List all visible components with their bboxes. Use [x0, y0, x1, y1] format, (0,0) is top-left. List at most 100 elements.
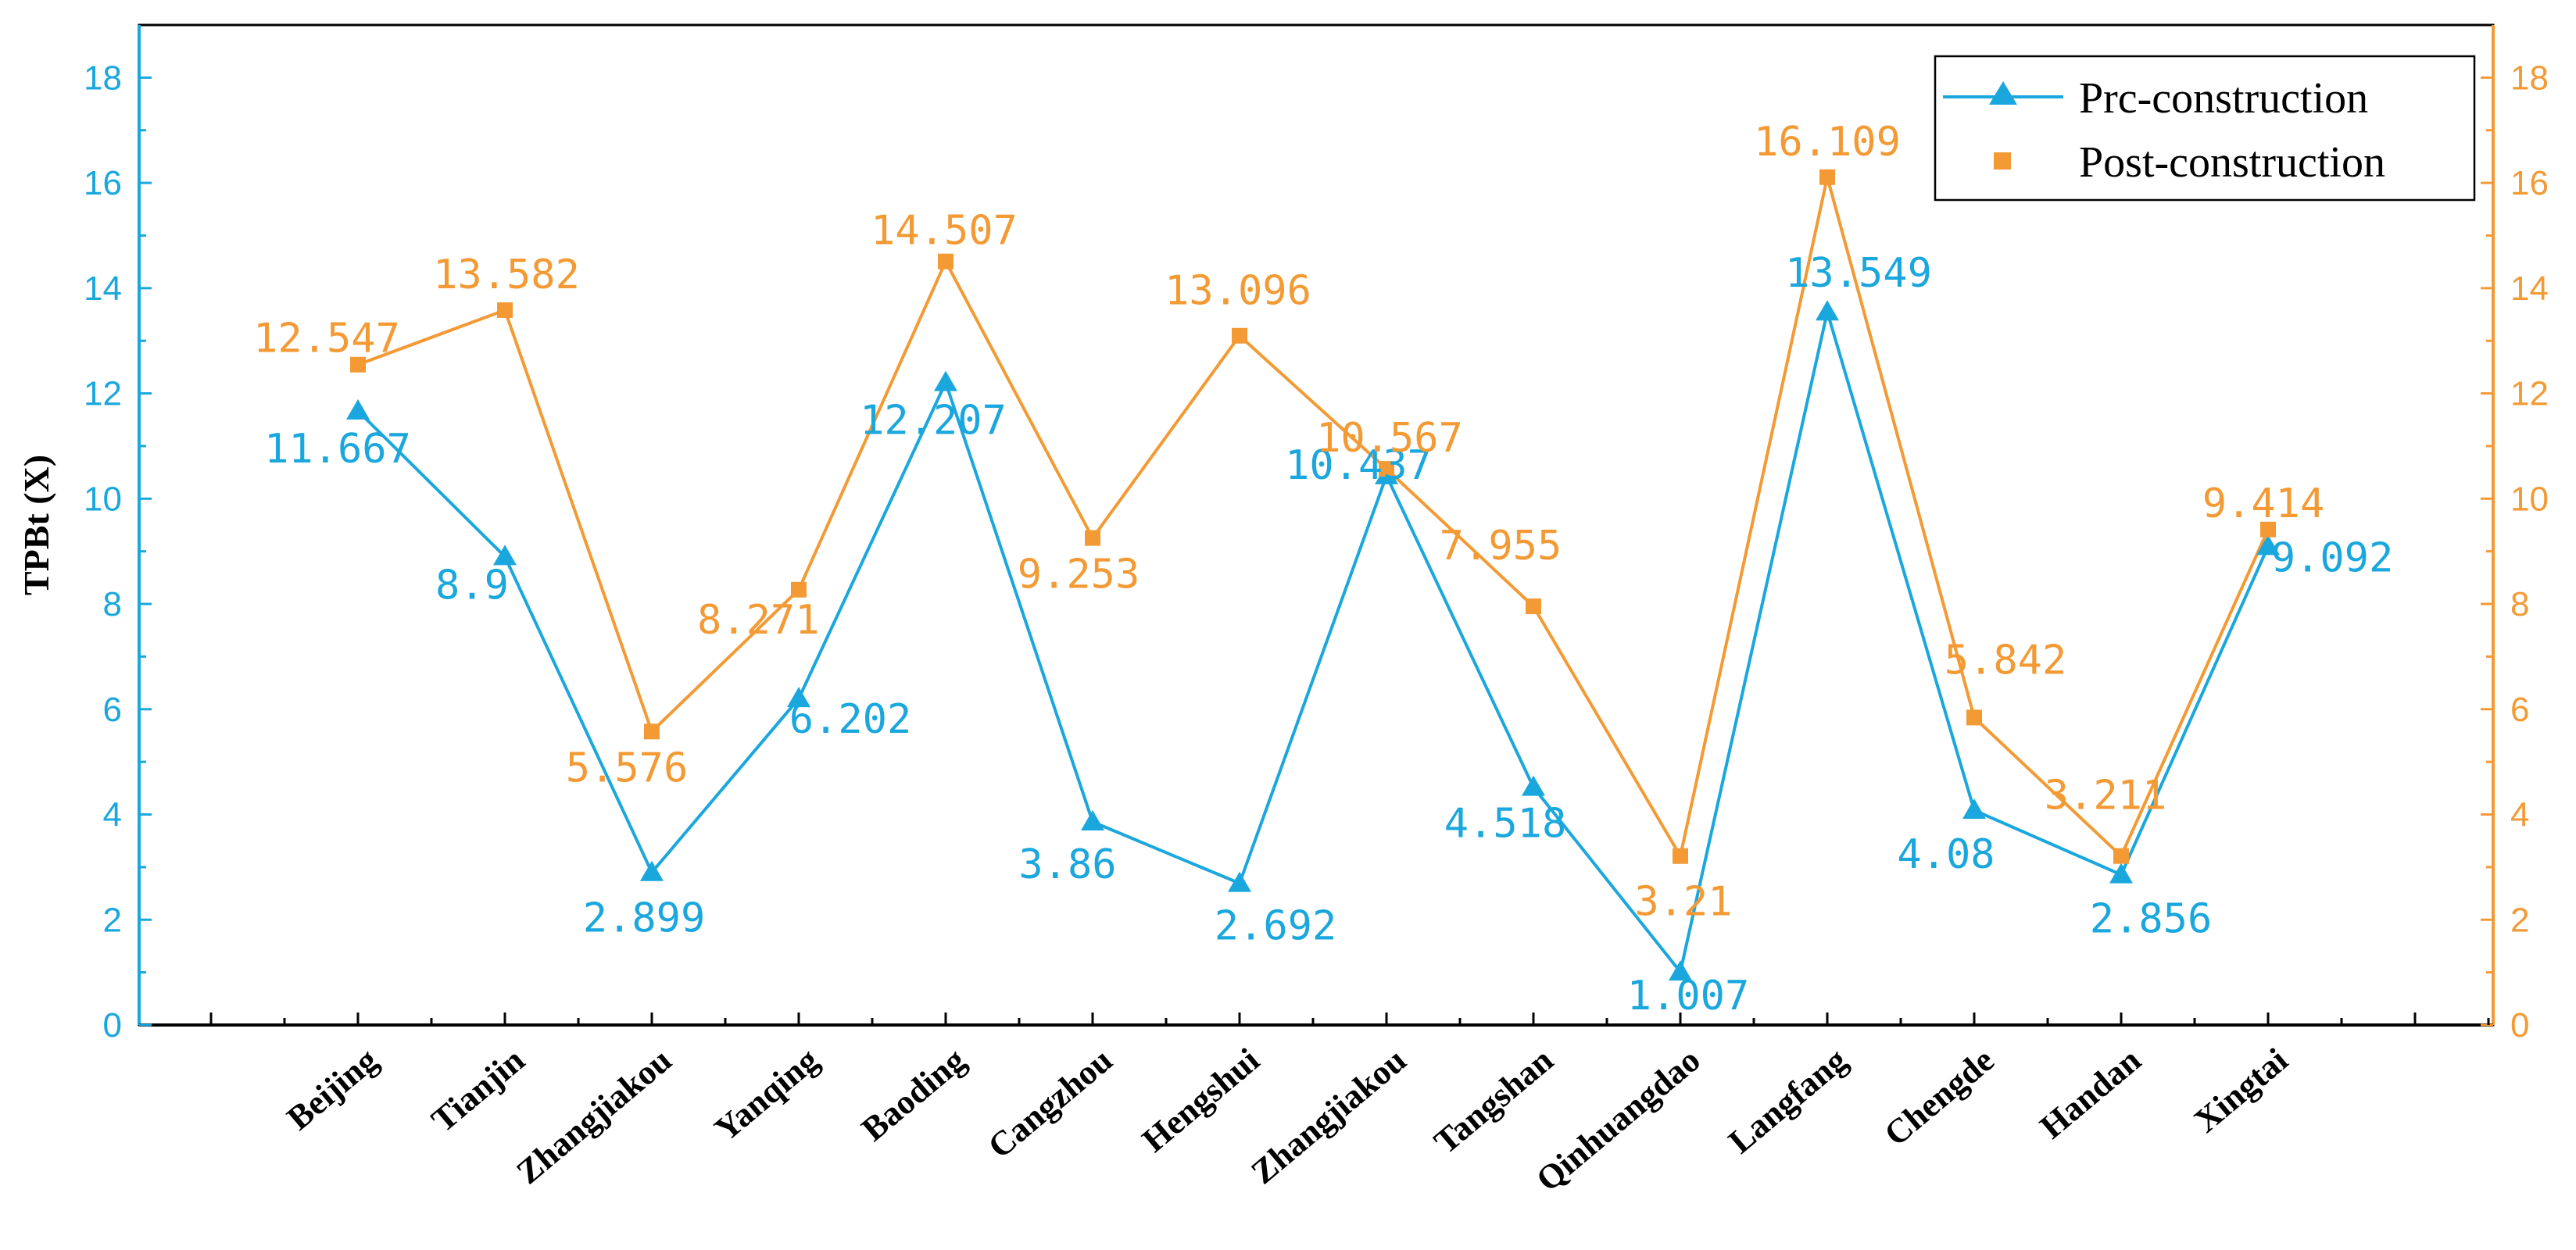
category-label: Zhangjiakou: [510, 1041, 679, 1191]
pre-construction-point: [1081, 809, 1104, 830]
pre-construction-value-label: 2.856: [2090, 896, 2213, 943]
post-construction-value-label: 9.253: [1018, 552, 1140, 598]
left-tick-label: 2: [103, 901, 122, 939]
pre-construction-value-label: 4.518: [1444, 801, 1567, 848]
pre-construction-point: [934, 370, 957, 391]
left-tick-label: 14: [84, 270, 122, 308]
pre-construction-value-label: 10.437: [1285, 442, 1432, 489]
pre-construction-value-label: 6.202: [789, 696, 912, 743]
post-construction-value-label: 3.21: [1634, 879, 1732, 926]
post-construction-point: [791, 581, 807, 598]
post-construction-point: [2113, 848, 2129, 864]
category-label: Beijing: [280, 1041, 385, 1138]
left-tick-label: 8: [103, 585, 122, 623]
pre-construction-value-label: 4.08: [1897, 831, 1995, 878]
left-tick-label: 10: [84, 480, 122, 518]
category-label: Cangzhou: [981, 1041, 1120, 1166]
post-construction-point: [1526, 598, 1541, 615]
post-construction-value-label: 13.582: [433, 252, 580, 298]
left-tick-label: 16: [84, 164, 122, 202]
pre-construction-value-label: 12.207: [860, 398, 1007, 445]
post-construction-point: [1085, 530, 1100, 546]
category-label: Baoding: [854, 1041, 972, 1148]
right-tick-label: 8: [2510, 585, 2529, 623]
pre-construction-value-label: 2.692: [1215, 903, 1337, 950]
pre-construction-value-label: 11.667: [264, 426, 411, 473]
legend-marker-square-icon: [1994, 152, 2011, 170]
post-construction-point: [497, 302, 513, 319]
left-tick-label: 0: [103, 1006, 122, 1045]
category-label: Xingtai: [2187, 1041, 2295, 1140]
category-label: Tangshan: [1427, 1041, 1561, 1161]
legend-box: [1934, 55, 2476, 202]
left-tick-label: 6: [103, 691, 122, 729]
right-tick-label: 2: [2510, 901, 2529, 939]
pre-construction-point: [1522, 775, 1545, 796]
pre-construction-value-label: 13.549: [1785, 250, 1932, 297]
post-construction-value-label: 5.842: [1945, 637, 2067, 684]
right-tick-label: 12: [2510, 375, 2549, 413]
post-construction-value-label: 13.096: [1165, 268, 1311, 315]
legend: Prc-construction Post-construction: [1934, 55, 2476, 202]
category-label: Tianjin: [424, 1041, 532, 1140]
pre-construction-point: [787, 687, 810, 708]
pre-construction-point: [2256, 534, 2280, 555]
legend-marker-triangle-icon: [1989, 81, 2017, 105]
right-tick-label: 10: [2510, 480, 2549, 518]
post-construction-point: [1379, 461, 1394, 477]
pre-construction-point: [640, 860, 664, 881]
series-line-post-construction: [357, 177, 2270, 861]
post-construction-value-label: 9.414: [2202, 480, 2325, 527]
pre-construction-point: [1669, 960, 1692, 981]
pre-construction-point: [1962, 798, 1986, 820]
category-label: Qinhuangdao: [1529, 1041, 1707, 1199]
post-construction-value-label: 12.547: [253, 316, 400, 362]
pre-construction-value-label: 8.9: [435, 562, 509, 609]
category-label: Chengde: [1877, 1041, 2002, 1153]
left-tick-label: 12: [84, 375, 122, 413]
pre-construction-value-label: 1.007: [1627, 973, 1750, 1020]
category-label: Zhangjiakou: [1244, 1041, 1414, 1191]
post-construction-point: [1966, 709, 1982, 726]
left-axis-ticks: 0 2 4 6 8 10 12 14 16 18: [84, 59, 152, 1045]
post-construction-point: [1673, 848, 1688, 864]
category-label: Yanqing: [707, 1041, 825, 1148]
right-tick-label: 6: [2510, 691, 2529, 729]
legend-label-post: Post-construction: [2079, 138, 2385, 187]
category-label: Handan: [2033, 1041, 2148, 1146]
post-construction-value-label: 3.211: [2045, 773, 2167, 820]
post-construction-point: [644, 723, 660, 740]
legend-label-pre: Prc-construction: [2079, 74, 2368, 123]
post-construction-value-label: 10.567: [1316, 415, 1463, 462]
y-axis-label: TPBt (X): [16, 455, 56, 595]
series-line-pre-construction: [356, 305, 2270, 976]
post-construction-value-label: 7.955: [1440, 523, 1562, 570]
pre-construction-value-label: 9.092: [2271, 534, 2394, 581]
left-tick-label: 18: [84, 59, 122, 97]
category-label: Langfang: [1721, 1041, 1854, 1161]
right-tick-label: 14: [2510, 270, 2549, 308]
post-construction-point: [938, 253, 953, 270]
pre-construction-point: [493, 545, 517, 566]
pre-construction-point: [2109, 862, 2133, 884]
right-axis-ticks: 0 2 4 6 8 10 12 14 16 18: [2481, 59, 2549, 1045]
series-layer: [346, 169, 2280, 981]
category-label: Hengshui: [1135, 1041, 1266, 1159]
pre-construction-value-label: 3.86: [1018, 841, 1116, 888]
post-construction-point: [2260, 521, 2276, 538]
pre-construction-point: [346, 399, 370, 420]
x-axis-ticks: [209, 1012, 2490, 1025]
post-construction-value-label: 8.271: [697, 597, 820, 644]
post-construction-point: [350, 356, 366, 373]
post-construction-value-label: 16.109: [1754, 119, 1901, 166]
right-tick-label: 0: [2510, 1006, 2529, 1045]
right-tick-label: 18: [2510, 59, 2549, 97]
pre-construction-value-label: 2.899: [583, 895, 706, 942]
right-tick-label: 4: [2510, 796, 2529, 834]
pre-construction-point: [1816, 300, 1839, 321]
pre-construction-point: [1228, 871, 1251, 892]
data-labels: 11.667 8.9 2.899 6.202 12.207 3.86 2.692 10.437…: [253, 119, 2393, 1020]
post-construction-value-label: 5.576: [566, 745, 689, 791]
